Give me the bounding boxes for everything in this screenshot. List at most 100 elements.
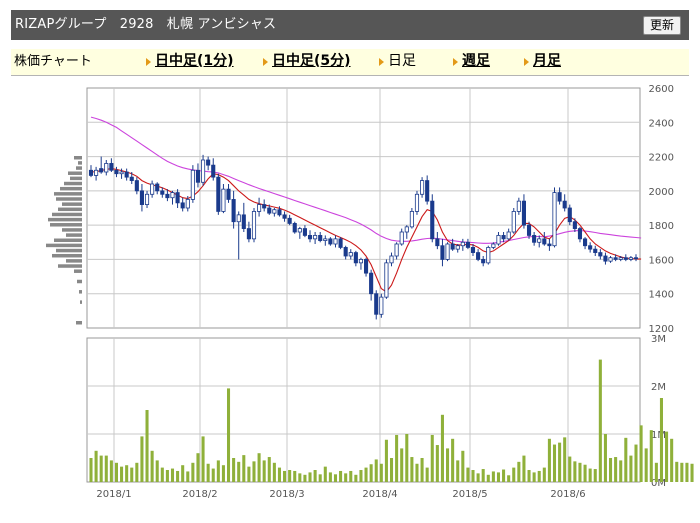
volume-bar [130,467,134,482]
volume-profile-bar [74,269,82,273]
candle-body [318,235,323,241]
volume-bar [150,450,154,482]
volume-bar [165,470,169,482]
volume-bar [476,473,480,482]
candle-body [323,238,328,241]
candlestick [425,175,430,205]
volume-bar [491,471,495,482]
candle-body [313,235,318,240]
candle-body [129,176,134,181]
candlestick [241,202,246,232]
candle-body [338,238,343,248]
candle-body [99,168,104,173]
volume-bar [323,466,327,482]
candlestick [526,221,532,239]
candle-body [328,238,333,245]
candle-body [257,204,262,212]
candlestick [206,156,211,171]
candlestick [139,184,144,212]
x-tick-label: 2018/2 [182,489,217,500]
volume-profile-bar [54,238,82,242]
candlestick [414,190,420,215]
price-tick-label: 1600 [649,255,674,266]
volume-bar [237,461,241,482]
candlestick [598,249,603,260]
tab-intraday-1min[interactable]: 日中足(1分) [146,52,234,71]
candle-body [532,235,537,243]
candle-body [369,272,374,295]
candle-body [516,200,521,212]
candle-body [262,204,267,209]
volume-bar [573,461,577,482]
volume-bar [654,462,658,482]
candle-body [139,190,144,205]
price-tick-label: 2600 [649,84,674,95]
stock-chart-label: 株価チャート [14,54,92,69]
candle-body [363,259,369,274]
candle-body [521,200,526,226]
arrow-right-icon [524,57,529,66]
candle-body [526,224,532,236]
candlestick [374,290,379,320]
candlestick [343,245,348,260]
price-tick-label: 2200 [649,153,674,164]
candlestick [420,177,425,198]
moving-average-long [90,116,642,244]
tab-intraday-5min[interactable]: 日中足(5分) [263,52,351,71]
candle-body [353,252,358,264]
candlestick [613,254,618,262]
volume-bar [359,470,363,482]
volume-bar [644,448,648,482]
refresh-button[interactable]: 更新 [642,16,681,35]
volume-bar [221,465,225,482]
candlestick [201,154,206,186]
candle-body [221,188,226,212]
candle-body [613,257,618,260]
candlestick [318,232,323,243]
candlestick [532,232,537,246]
candlestick [358,257,364,270]
candlestick [124,168,129,181]
candle-body [144,193,150,205]
volume-bar [288,470,292,482]
volume-bar [629,455,633,482]
volume-bar [262,460,266,482]
volume-bar [517,461,521,482]
candlestick [496,232,501,246]
volume-bar [527,470,531,482]
volume-profile-bar [66,259,82,263]
candlestick [379,293,384,318]
candle-body [577,228,583,240]
volume-bar [120,466,124,482]
arrow-right-icon [146,57,151,66]
volume-bar [308,472,312,482]
candlestick [557,187,562,205]
candle-body [231,199,236,223]
volume-bar [283,470,287,482]
tab-monthly[interactable]: 月足 [524,52,561,71]
volume-bar [328,472,332,482]
candle-body [455,245,460,250]
candle-body [297,228,302,233]
volume-bar [389,458,394,482]
volume-bar [578,462,582,482]
volume-profile-bar [58,264,82,268]
candlestick [292,221,297,234]
volume-bar [568,456,572,482]
candle-body [302,228,307,236]
candle-body [399,231,404,245]
tab-daily[interactable]: 日足 [379,52,416,71]
tab-weekly[interactable]: 週足 [453,52,490,71]
x-tick-label: 2018/6 [550,489,585,500]
candlestick [506,228,511,241]
volume-tick-label: 1M [651,430,666,441]
volume-bar [333,474,338,482]
candle-body [506,231,511,240]
candlestick [399,228,404,246]
candlestick [547,238,552,251]
candle-body [496,235,501,245]
candle-body [572,221,577,229]
candlestick [165,189,170,202]
chart-tab-bar: 株価チャート 日中足(1分) 日中足(5分) 日足 週足 月足 [11,49,689,76]
volume-bar [277,467,281,482]
